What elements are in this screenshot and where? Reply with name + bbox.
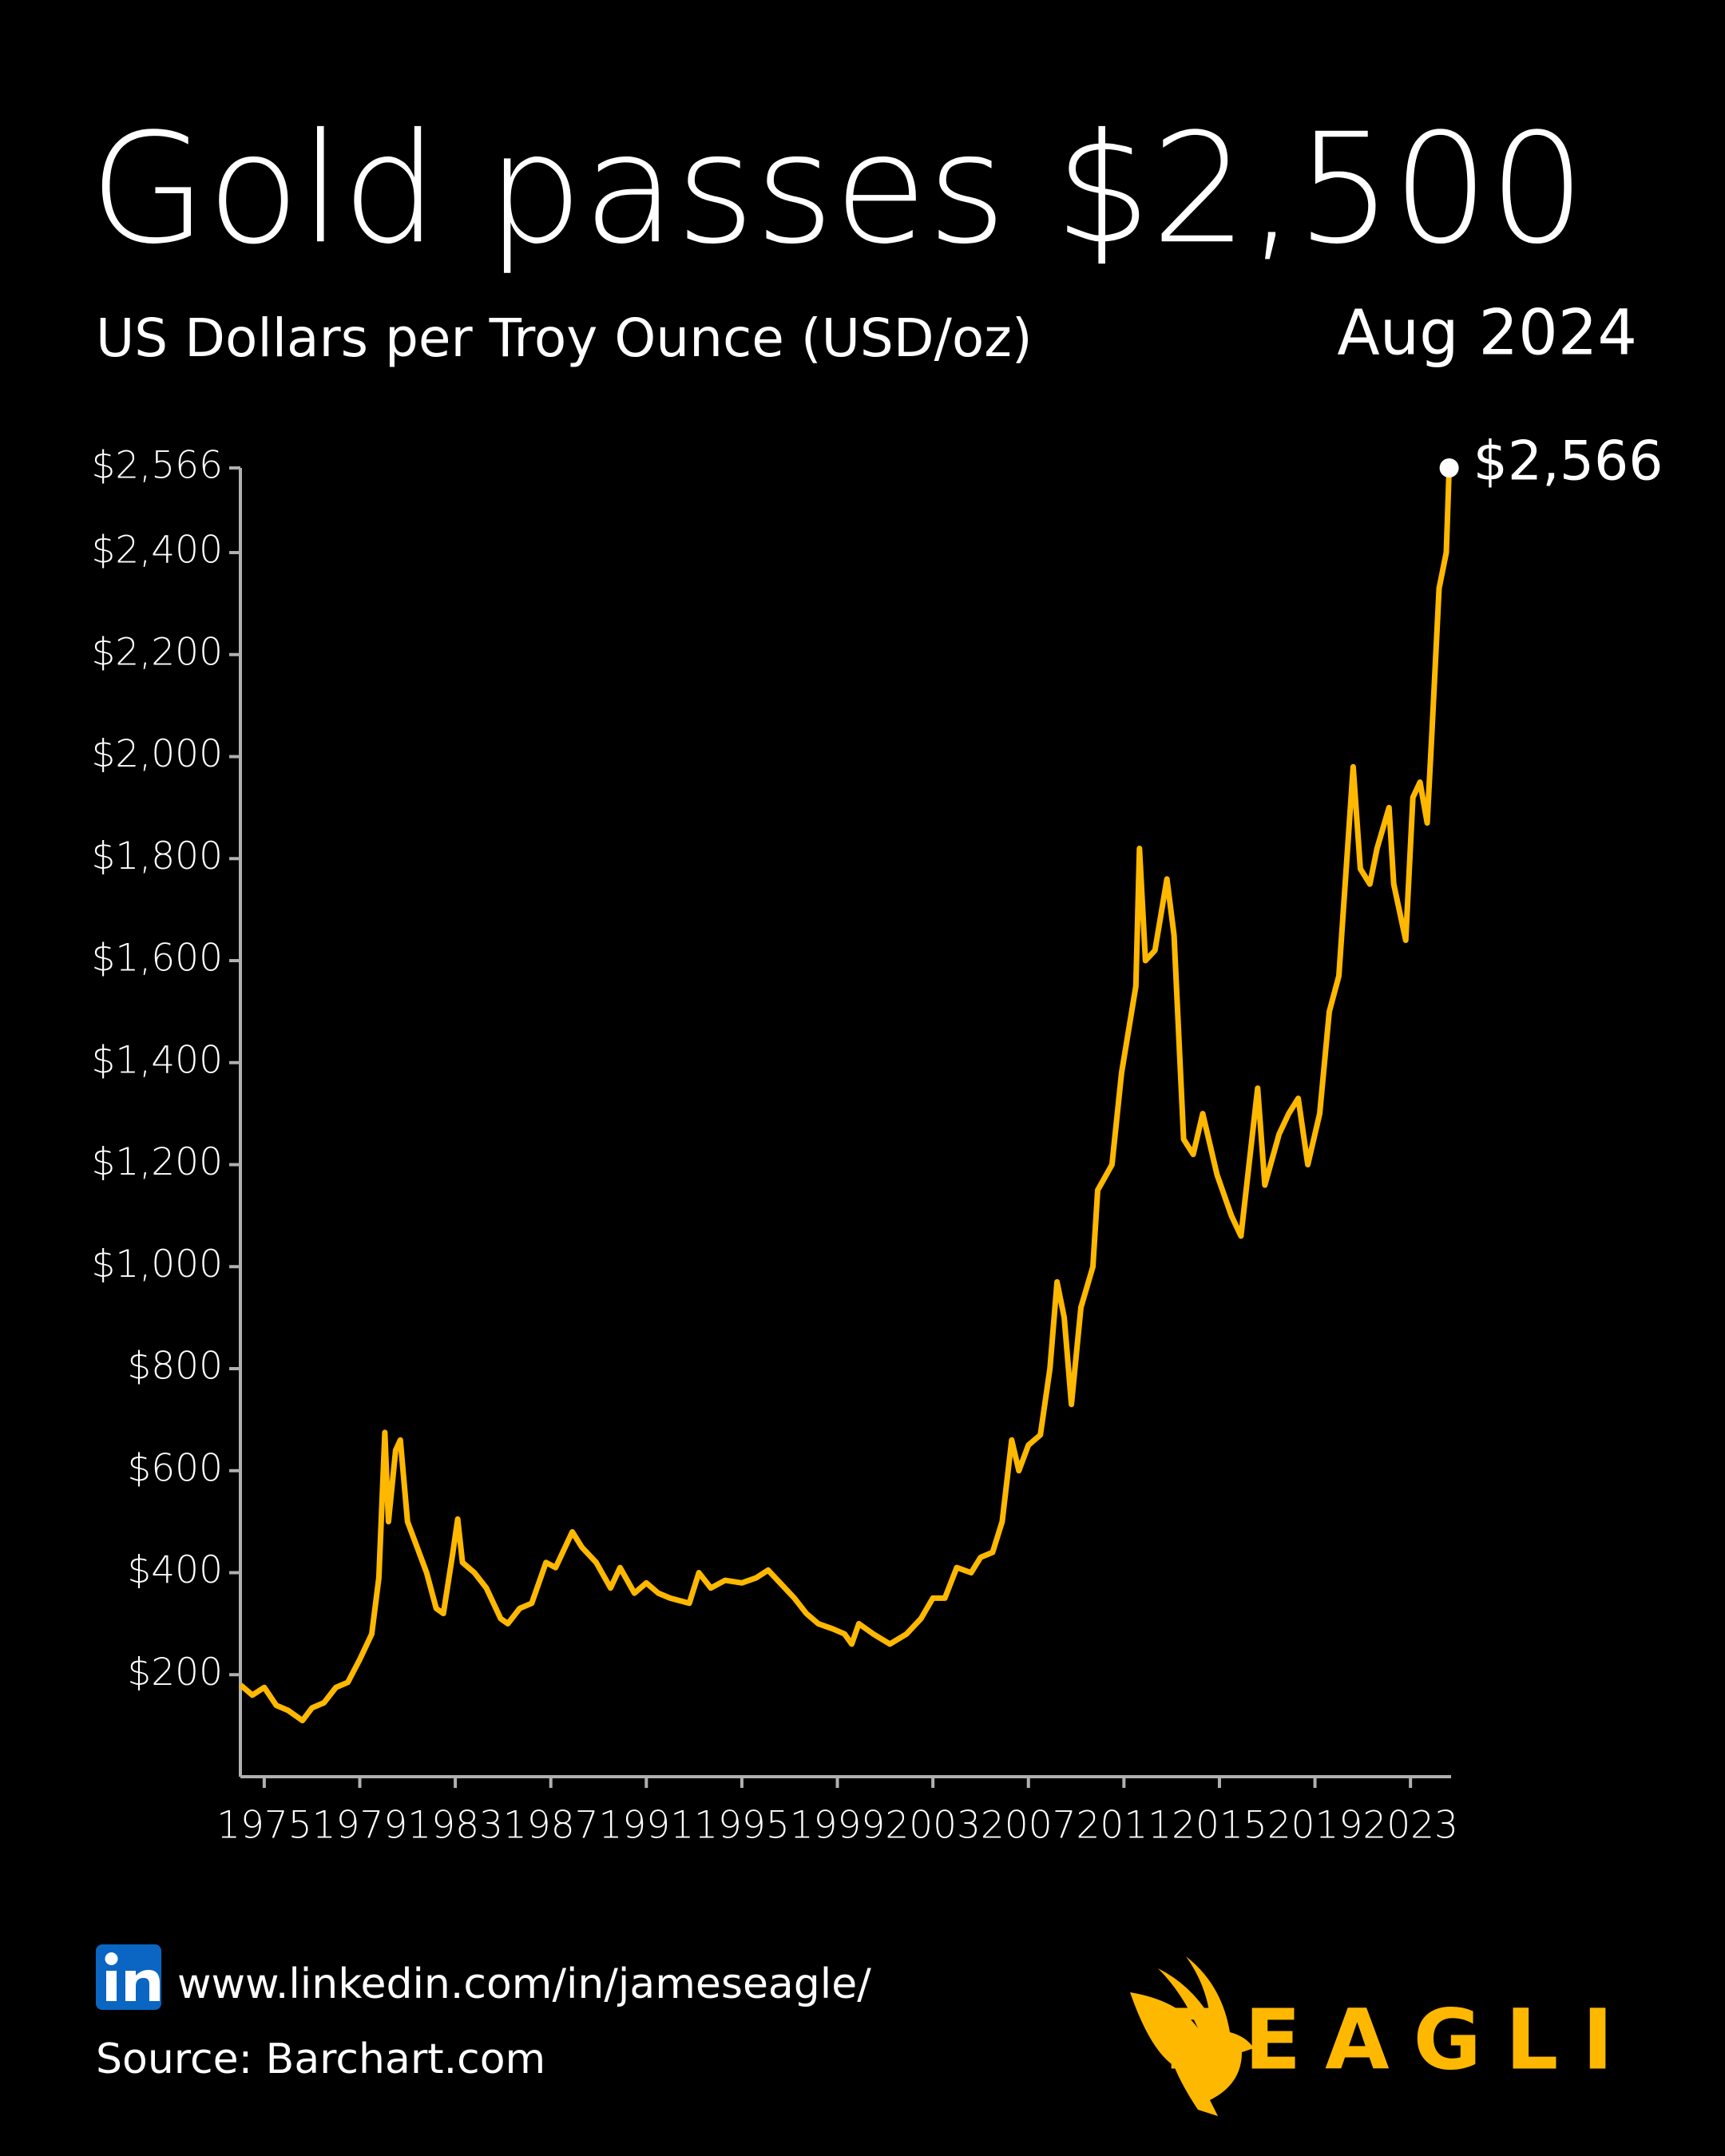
- y-tick-label: $600: [127, 1446, 223, 1490]
- y-tick-label: $2,000: [92, 732, 223, 776]
- x-tick-label: 2023: [1362, 1804, 1458, 1848]
- x-tick-label: 2015: [1172, 1804, 1267, 1848]
- y-tick-label: $1,200: [92, 1140, 223, 1184]
- y-tick-label: $2,566: [92, 444, 223, 488]
- x-tick-label: 1983: [407, 1804, 503, 1848]
- y-tick-label: $1,000: [92, 1242, 223, 1286]
- linkedin-icon: [96, 1944, 161, 2010]
- brand-logo: [1130, 1956, 1254, 2116]
- y-tick-label: $2,400: [92, 529, 223, 573]
- x-tick-label: 1975: [216, 1804, 312, 1848]
- value-label: $2,566: [1473, 430, 1664, 493]
- x-tick-label: 2003: [885, 1804, 981, 1848]
- y-tick-label: $2,200: [92, 630, 223, 674]
- y-tick-label: $400: [127, 1548, 223, 1592]
- y-tick-label: $1,400: [92, 1038, 223, 1082]
- y-tick-label: $1,600: [92, 937, 223, 981]
- x-tick-label: 1987: [503, 1804, 599, 1848]
- end-point: [1439, 458, 1459, 478]
- website: www.linkedin.com/in/jameseagle/: [177, 1960, 871, 2008]
- chart-date: Aug 2024: [1337, 297, 1637, 369]
- y-tick-label: $200: [127, 1651, 223, 1694]
- y-tick-label: $1,800: [92, 834, 223, 878]
- chart-subtitle: US Dollars per Troy Ounce (USD/oz): [96, 307, 1033, 369]
- brand-name: EEAGLI: [1164, 1991, 1637, 2088]
- x-tick-label: 1991: [599, 1804, 695, 1848]
- x-tick-label: 2007: [981, 1804, 1077, 1848]
- x-tick-label: 1995: [694, 1804, 790, 1848]
- x-tick-label: 2011: [1077, 1804, 1172, 1848]
- x-tick-label: 1979: [312, 1804, 408, 1848]
- y-tick-label: $800: [127, 1345, 223, 1389]
- x-tick-label: 1999: [790, 1804, 886, 1848]
- price-line: [238, 467, 1453, 1724]
- source: Source: Barchart.com: [96, 2035, 545, 2083]
- x-tick-label: 2019: [1267, 1804, 1363, 1848]
- chart-title: Gold passes $2,500: [89, 101, 1585, 277]
